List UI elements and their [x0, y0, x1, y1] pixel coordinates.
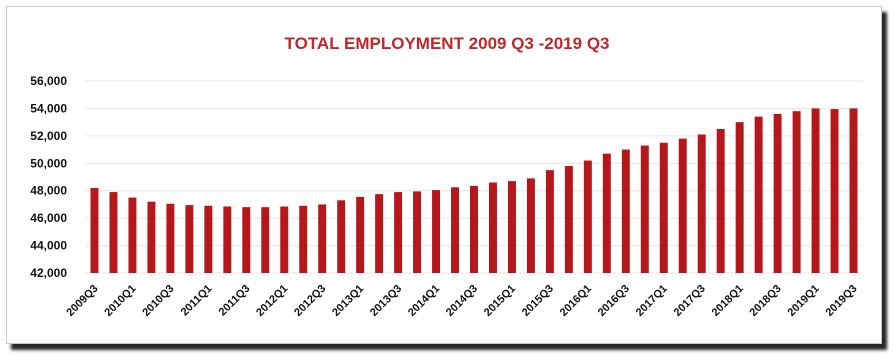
bar-2014q4: [488, 182, 497, 273]
x-tick-label: 2015Q1: [482, 283, 518, 319]
y-tick-label: 54,000: [30, 101, 67, 115]
bar-chart: TOTAL EMPLOYMENT 2009 Q3 -2019 Q3 42,000…: [30, 34, 863, 319]
bar-2015q4: [564, 166, 573, 273]
bar-2010q4: [185, 205, 194, 273]
bar-2017q2: [678, 138, 687, 273]
bar-2014q3: [470, 185, 478, 273]
x-tick-label: 2012Q3: [292, 283, 328, 319]
bar-2019q3: [849, 108, 858, 274]
x-tick-label: 2012Q1: [254, 283, 290, 319]
y-axis-tick-labels: 42,000 44,000 46,000 48,000 50,000 52,000 54,0…: [30, 74, 67, 280]
x-tick-label: 2019Q3: [823, 283, 859, 319]
y-tick-label: 48,000: [30, 184, 67, 198]
bar-2017q4: [716, 129, 725, 273]
bar-2014q2: [451, 187, 460, 273]
x-tick-label: 2014Q1: [406, 283, 442, 319]
bar-2012q2: [299, 205, 308, 273]
bar-2013q4: [413, 191, 422, 273]
x-tick-label: 2014Q3: [444, 283, 480, 319]
bar-2018q1: [735, 122, 744, 273]
bar-2012q4: [337, 200, 346, 273]
y-tick-label: 50,000: [30, 156, 67, 170]
bar-2017q1: [659, 142, 668, 273]
bar-2012q1: [280, 206, 289, 273]
x-axis-tick-labels: 2009Q3 2010Q1 2010Q3 2011Q1 2011Q3 2012Q1 2012…: [64, 283, 859, 319]
bar-2011q1: [204, 205, 213, 273]
x-tick-label: 2010Q3: [140, 283, 176, 319]
x-tick-label: 2010Q1: [102, 283, 138, 319]
bar-2010q3: [166, 203, 175, 273]
chart-title: TOTAL EMPLOYMENT 2009 Q3 -2019 Q3: [285, 34, 610, 53]
bar-2016q2: [602, 153, 611, 273]
x-tick-label: 2011Q1: [179, 283, 215, 319]
bar-2015q3: [545, 170, 554, 273]
bar-2012q3: [318, 204, 327, 273]
bar-2016q4: [640, 145, 649, 273]
x-tick-label: 2016Q3: [596, 283, 632, 319]
bar-2014q1: [432, 190, 441, 273]
bar-2016q1: [583, 160, 592, 273]
bar-2013q1: [356, 196, 365, 273]
x-tick-label: 2017Q1: [634, 283, 670, 319]
x-tick-label: 2018Q1: [710, 283, 746, 319]
bar-2015q2: [526, 178, 535, 273]
bar-2010q1: [128, 197, 137, 273]
bar-2019q1: [811, 108, 820, 274]
bar-2018q3: [773, 113, 782, 273]
x-tick-label: 2013Q3: [368, 283, 404, 319]
bar-2010q2: [147, 201, 156, 273]
bar-2011q4: [261, 207, 270, 273]
x-tick-label: 2019Q1: [786, 283, 822, 319]
bar-2018q2: [754, 116, 763, 273]
bar-2011q3: [242, 207, 251, 273]
x-tick-label: 2017Q3: [672, 283, 708, 319]
bar-2018q4: [792, 111, 801, 273]
y-tick-label: 42,000: [30, 266, 67, 280]
bar-2016q3: [621, 149, 630, 273]
y-tick-label: 46,000: [30, 211, 67, 225]
x-tick-label: 2013Q1: [330, 283, 366, 319]
y-tick-label: 44,000: [30, 239, 67, 253]
y-tick-label: 52,000: [30, 129, 67, 143]
bar-2017q3: [697, 134, 706, 273]
x-tick-label: 2009Q3: [64, 283, 100, 319]
x-tick-label: 2015Q3: [520, 283, 556, 319]
bar-2015q1: [507, 181, 516, 273]
bars: [90, 108, 858, 274]
bar-2013q2: [375, 194, 384, 273]
bar-2019q2: [830, 109, 839, 273]
y-tick-label: 56,000: [30, 74, 67, 88]
chart-frame: TOTAL EMPLOYMENT 2009 Q3 -2019 Q3 42,000…: [6, 6, 882, 344]
x-tick-label: 2011Q3: [217, 283, 253, 319]
bar-2011q2: [223, 206, 232, 273]
bar-2013q3: [394, 192, 403, 273]
bar-2009q4: [109, 192, 118, 273]
x-tick-label: 2018Q3: [748, 283, 784, 319]
x-tick-label: 2016Q1: [558, 283, 594, 319]
bar-2009q3: [90, 187, 99, 273]
